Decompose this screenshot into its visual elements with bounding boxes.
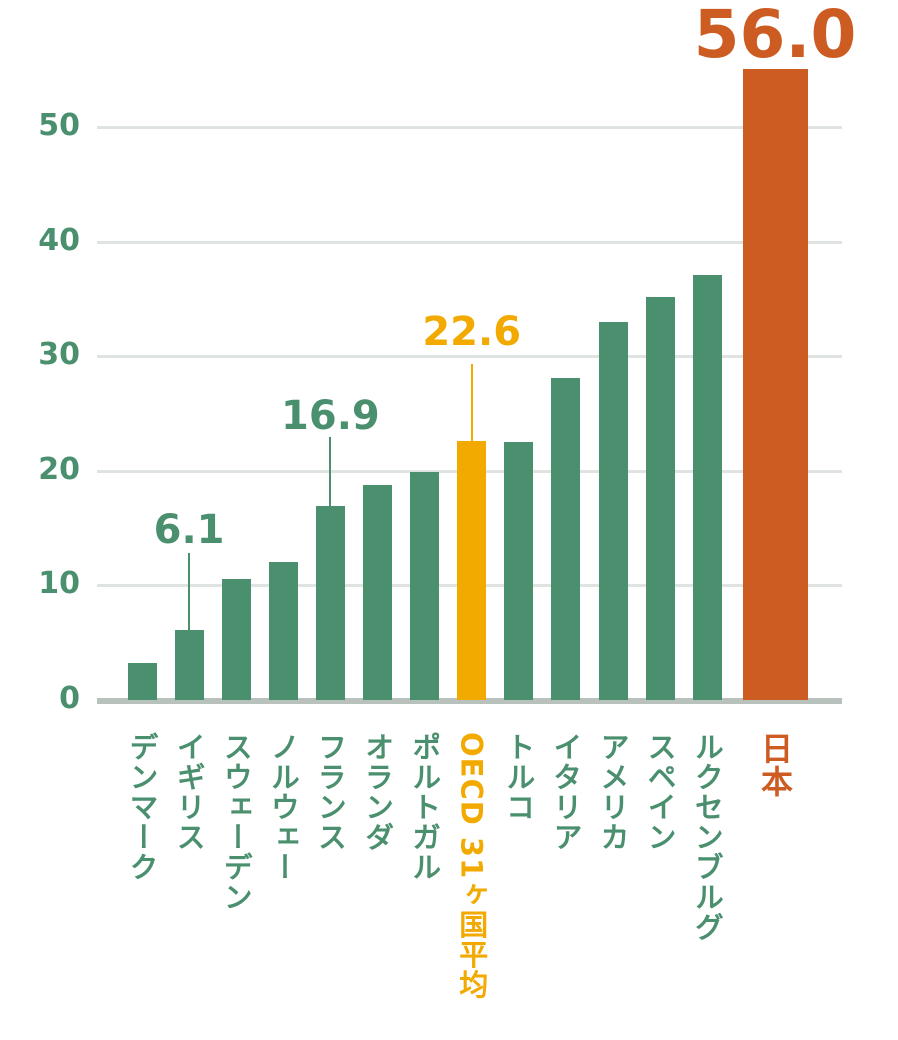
x-category-label: イタリア	[548, 732, 583, 852]
x-category-label: ノルウェー	[266, 732, 301, 882]
x-category-label: フランス	[313, 732, 348, 852]
leader-line	[188, 553, 191, 631]
y-tick-label: 30	[38, 337, 80, 373]
data-label: 56.0	[693, 0, 857, 73]
x-category-label: OECD 31ヶ国平均	[454, 732, 489, 1000]
data-label: 22.6	[422, 309, 522, 355]
x-axis-baseline	[97, 698, 842, 704]
leader-line	[329, 437, 332, 507]
bar	[504, 442, 534, 700]
x-category-label: デンマーク	[125, 732, 159, 882]
bar	[363, 484, 392, 700]
y-tick-label: 10	[38, 566, 80, 602]
y-tick-label: 50	[38, 108, 80, 143]
x-category-label: スウェーデン	[219, 732, 254, 912]
x-category-label: 日本	[756, 732, 794, 798]
gridline	[97, 126, 842, 129]
bar	[315, 506, 345, 700]
y-tick-label: 0	[59, 681, 80, 716]
bar	[551, 377, 581, 700]
bar	[457, 441, 487, 700]
data-label: 16.9	[281, 393, 380, 439]
x-category-label: トルコ	[501, 732, 536, 822]
x-category-label: ルクセンブルグ	[690, 732, 725, 942]
bar	[174, 630, 204, 700]
bar	[692, 274, 722, 700]
x-category-label: スペイン	[643, 732, 678, 852]
x-category-label: アメリカ	[596, 732, 630, 852]
data-label: 6.1	[153, 507, 225, 553]
bar	[268, 562, 298, 700]
x-category-label: オランダ	[360, 732, 395, 852]
bar	[742, 69, 808, 700]
gridline	[97, 240, 842, 244]
leader-line	[470, 364, 473, 441]
bar	[221, 578, 251, 700]
y-tick-label: 40	[38, 222, 80, 258]
bar	[645, 296, 675, 700]
x-category-label: ポルトガル	[407, 732, 442, 882]
bar	[127, 663, 157, 700]
gridline	[97, 355, 842, 359]
bar	[410, 471, 440, 700]
y-tick-label: 20	[38, 451, 80, 487]
bar	[598, 321, 628, 700]
x-category-label: イギリス	[172, 732, 207, 852]
